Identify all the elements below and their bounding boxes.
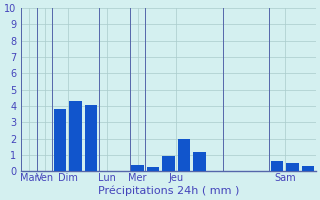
Bar <box>178 139 190 171</box>
Bar <box>54 109 66 171</box>
Bar <box>69 101 82 171</box>
Bar <box>271 161 283 171</box>
Bar <box>162 156 175 171</box>
Bar <box>286 163 299 171</box>
Bar <box>131 165 144 171</box>
Bar <box>85 105 97 171</box>
Bar <box>193 152 206 171</box>
X-axis label: Précipitations 24h ( mm ): Précipitations 24h ( mm ) <box>98 185 239 196</box>
Bar <box>302 166 314 171</box>
Bar <box>147 167 159 171</box>
